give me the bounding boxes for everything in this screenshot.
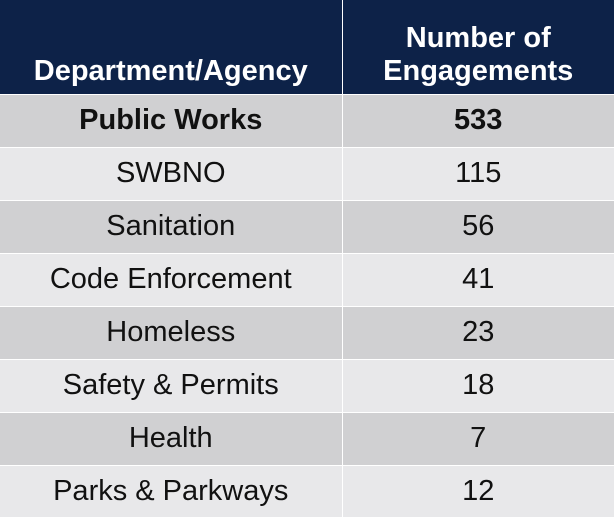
header-department-label: Department/Agency	[33, 54, 308, 87]
engagements-cell: 533	[342, 93, 614, 147]
department-cell: Code Enforcement	[0, 252, 343, 306]
table-row: Public Works 533	[0, 93, 614, 147]
department-cell: Homeless	[0, 305, 343, 359]
engagements-cell: 7	[342, 411, 614, 465]
department-cell: Health	[0, 411, 343, 465]
table-row: Health 7	[0, 411, 614, 465]
table-row: Parks & Parkways 12	[0, 464, 614, 517]
header-department: Department/Agency	[0, 0, 343, 94]
table-row: Code Enforcement 41	[0, 252, 614, 306]
engagements-cell: 23	[342, 305, 614, 359]
table-row: Safety & Permits 18	[0, 358, 614, 412]
engagements-cell: 41	[342, 252, 614, 306]
department-cell: Public Works	[0, 93, 343, 147]
department-cell: Safety & Permits	[0, 358, 343, 412]
engagements-cell: 115	[342, 146, 614, 200]
engagements-cell: 56	[342, 199, 614, 253]
table-row: Homeless 23	[0, 305, 614, 359]
department-cell: Parks & Parkways	[0, 464, 343, 517]
table-row: SWBNO 115	[0, 146, 614, 200]
header-row: Department/Agency Number of Engagements	[0, 0, 614, 94]
department-cell: SWBNO	[0, 146, 343, 200]
table-body: Public Works 533 SWBNO 115 Sanitation 56 Code …	[0, 93, 614, 517]
department-cell: Sanitation	[0, 199, 343, 253]
header-engagements: Number of Engagements	[342, 0, 614, 94]
engagements-cell: 18	[342, 358, 614, 412]
table-row: Sanitation 56	[0, 199, 614, 253]
engagements-cell: 12	[342, 464, 614, 517]
header-engagements-line2: Engagements	[383, 54, 574, 87]
header-engagements-line1: Number of	[405, 21, 551, 54]
